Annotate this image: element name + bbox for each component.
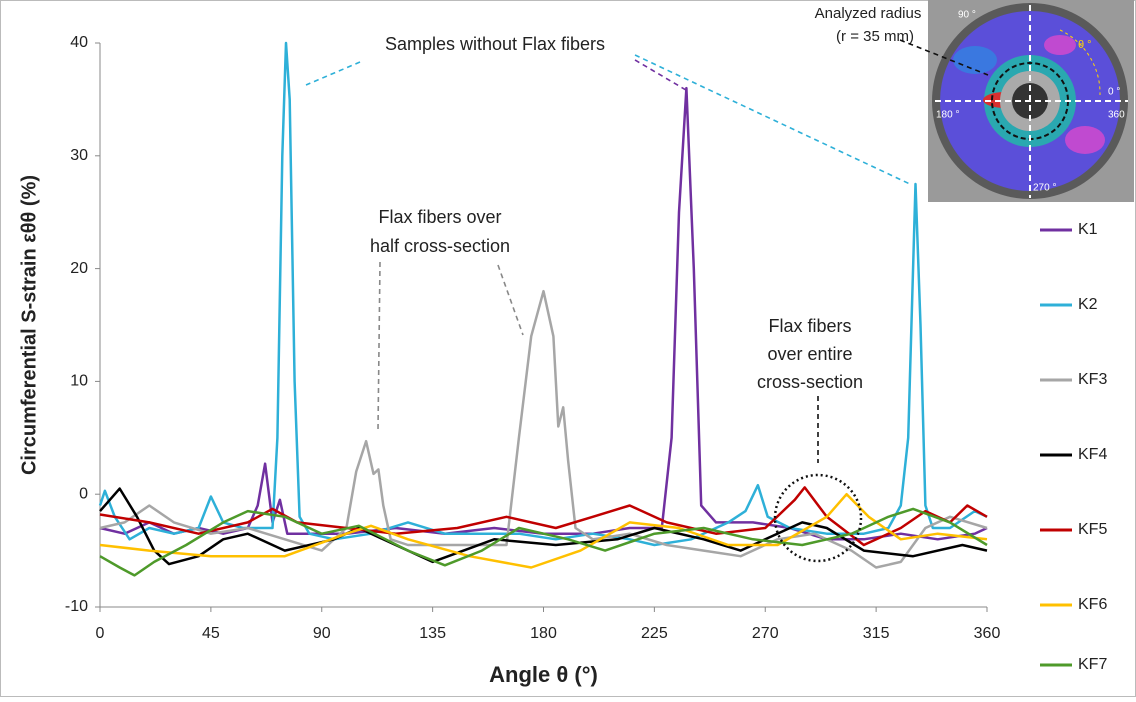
annotation: cross-section (757, 372, 863, 392)
annotation: Flax fibers (768, 316, 851, 336)
y-tick-label: -10 (65, 598, 88, 615)
inset-blob (1065, 126, 1105, 154)
inset-label: 180 ° (936, 110, 959, 121)
legend-label: KF7 (1078, 656, 1107, 673)
arrow (377, 261, 381, 431)
annotation: half cross-section (370, 236, 510, 256)
y-tick-label: 0 (79, 485, 88, 502)
annotation: Flax fibers over (378, 207, 501, 227)
x-tick-label: 45 (202, 625, 220, 642)
y-tick-label: 40 (70, 34, 88, 51)
arrow (634, 59, 687, 91)
arrow (497, 264, 524, 336)
series-line (99, 289, 988, 569)
legend-label: KF6 (1078, 596, 1107, 613)
y-tick-label: 20 (70, 260, 88, 277)
x-tick-label: 225 (641, 625, 668, 642)
x-tick-label: 135 (419, 625, 446, 642)
series-line (99, 486, 988, 547)
legend-label: KF3 (1078, 371, 1107, 388)
annotation: Samples without Flax fibers (385, 34, 605, 54)
highlight-circle (773, 473, 863, 563)
inset-label: 90 ° (958, 10, 976, 21)
x-tick-label: 360 (974, 625, 1001, 642)
series-line (99, 487, 988, 566)
series-line (98, 41, 988, 547)
x-tick-label: 180 (530, 625, 557, 642)
series-line (99, 507, 988, 577)
inset-angle (1059, 29, 1101, 96)
annotation: Analyzed radius (815, 5, 922, 22)
x-tick-label: 0 (96, 625, 105, 642)
y-tick-label: 30 (70, 147, 88, 164)
arrow (305, 61, 361, 86)
series-line (99, 492, 988, 569)
legend-label: KF5 (1078, 521, 1107, 538)
inset-label: θ ° (1078, 39, 1092, 51)
inset-label: 0 ° (1108, 87, 1120, 98)
x-axis-title: Angle θ (°) (489, 662, 598, 687)
inset-label: 270 ° (1033, 183, 1056, 194)
legend-label: K2 (1078, 296, 1098, 313)
legend-label: K1 (1078, 221, 1098, 238)
x-tick-label: 270 (752, 625, 779, 642)
y-axis-title: Circumferential S-strain εθθ (%) (18, 175, 40, 475)
annotation: over entire (767, 344, 852, 364)
inset-blob (953, 46, 997, 74)
inset-blob (1044, 35, 1076, 55)
arrow (899, 39, 989, 76)
inset-label: 360 (1108, 110, 1125, 121)
x-tick-label: 315 (863, 625, 890, 642)
y-tick-label: 10 (70, 373, 88, 390)
annotation: (r = 35 mm) (836, 28, 914, 45)
plot-area: -10 0 10 20 30 40 0 45 90 135 180 225 270 315 360 Angle… (18, 34, 1107, 687)
x-tick-label: 90 (313, 625, 331, 642)
arrows (305, 39, 989, 563)
inset-image: 90 ° 0 ° 180 ° 360 270 ° θ ° (928, 0, 1134, 202)
arrow (634, 54, 913, 186)
legend-label: KF4 (1078, 446, 1107, 463)
